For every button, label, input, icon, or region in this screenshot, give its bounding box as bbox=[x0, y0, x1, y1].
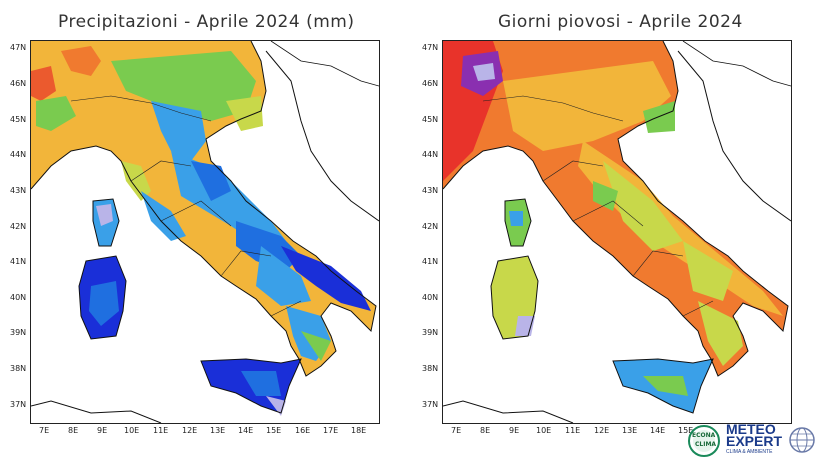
lon-label: 10E bbox=[536, 426, 552, 435]
precipitation-map-title: Precipitazioni - Aprile 2024 (mm) bbox=[58, 12, 355, 32]
globe-icon bbox=[789, 427, 815, 453]
lon-label: 17E bbox=[323, 426, 339, 435]
lat-label: 43N bbox=[10, 186, 27, 195]
lat-label: 43N bbox=[422, 186, 439, 195]
econa-logo-line2: CLIMA bbox=[695, 441, 717, 448]
econa-logo-line1: ECONA bbox=[692, 432, 716, 439]
precipitation-map bbox=[30, 40, 380, 424]
lon-label: 13E bbox=[622, 426, 638, 435]
lon-label: 16E bbox=[295, 426, 311, 435]
lon-label: 14E bbox=[238, 426, 254, 435]
lat-label: 46N bbox=[10, 79, 27, 88]
lat-label: 42N bbox=[422, 222, 439, 231]
lat-label: 42N bbox=[10, 222, 27, 231]
lat-label: 45N bbox=[422, 115, 439, 124]
meteo-expert-logo: METEO EXPERT CLIMA & AMBIENTE bbox=[726, 422, 818, 460]
lat-label: 39N bbox=[10, 328, 27, 337]
rainy-days-map-panel: Giorni piovosi - Aprile 2024 bbox=[410, 0, 821, 462]
precipitation-map-svg bbox=[31, 41, 379, 423]
lat-label: 37N bbox=[422, 400, 439, 409]
lon-label: 9E bbox=[509, 426, 520, 435]
lon-label: 15E bbox=[678, 426, 694, 435]
lat-label: 46N bbox=[422, 79, 439, 88]
lon-label: 9E bbox=[97, 426, 108, 435]
lon-label: 11E bbox=[565, 426, 581, 435]
lat-label: 40N bbox=[422, 293, 439, 302]
lon-label: 13E bbox=[210, 426, 226, 435]
lon-label: 7E bbox=[451, 426, 462, 435]
lat-label: 37N bbox=[10, 400, 27, 409]
meteo-logo-line1: METEO bbox=[726, 421, 776, 437]
lat-label: 41N bbox=[10, 257, 27, 266]
lat-label: 41N bbox=[422, 257, 439, 266]
lat-label: 44N bbox=[10, 150, 27, 159]
lat-label: 38N bbox=[10, 364, 27, 373]
rainy-days-map-svg bbox=[443, 41, 791, 423]
lon-label: 14E bbox=[650, 426, 666, 435]
lat-label: 45N bbox=[10, 115, 27, 124]
lon-label: 7E bbox=[39, 426, 50, 435]
econa-logo-icon bbox=[688, 425, 720, 457]
precipitation-map-panel: Precipitazioni - Aprile 2024 (mm) bbox=[0, 0, 410, 462]
rainy-days-map-title: Giorni piovosi - Aprile 2024 bbox=[498, 12, 743, 32]
lon-label: 11E bbox=[153, 426, 169, 435]
rainy-days-map bbox=[442, 40, 792, 424]
meteo-logo-line2: EXPERT bbox=[726, 433, 783, 449]
lon-label: 12E bbox=[182, 426, 198, 435]
econa-clima-logo: ECONA CLIMA bbox=[687, 424, 723, 458]
lon-label: 15E bbox=[266, 426, 282, 435]
lon-label: 8E bbox=[68, 426, 79, 435]
lon-label: 8E bbox=[480, 426, 491, 435]
lon-label: 10E bbox=[124, 426, 140, 435]
lat-label: 39N bbox=[422, 328, 439, 337]
meteo-logo-sub: CLIMA & AMBIENTE bbox=[726, 449, 773, 455]
lat-label: 47N bbox=[10, 43, 27, 52]
lat-label: 40N bbox=[10, 293, 27, 302]
lat-label: 44N bbox=[422, 150, 439, 159]
lon-label: 18E bbox=[351, 426, 367, 435]
lat-label: 47N bbox=[422, 43, 439, 52]
lon-label: 12E bbox=[594, 426, 610, 435]
lat-label: 38N bbox=[422, 364, 439, 373]
